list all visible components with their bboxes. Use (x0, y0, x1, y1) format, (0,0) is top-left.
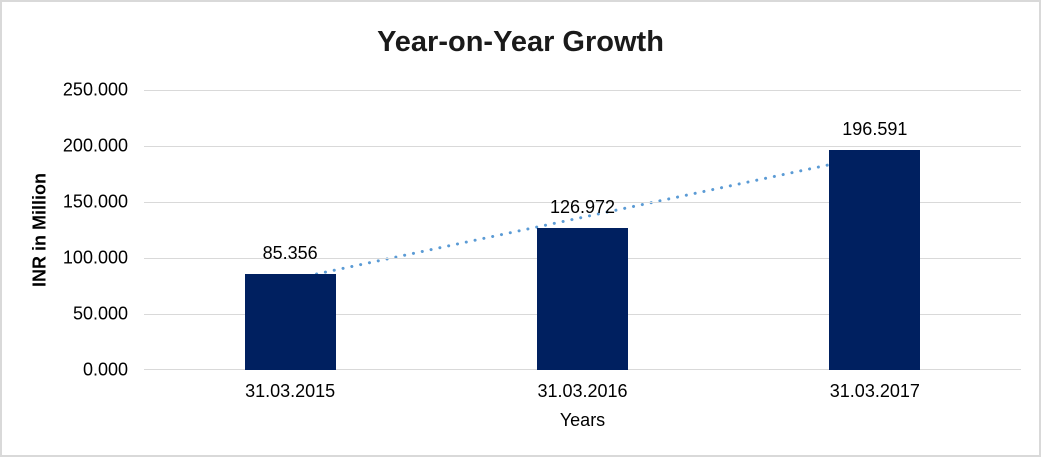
y-tick-label: 100.000 (62, 247, 128, 268)
x-category-label: 31.03.2016 (537, 381, 628, 401)
x-category-label: 31.03.2017 (829, 381, 920, 401)
y-axis-title: INR in Million (29, 173, 50, 287)
y-tick-label: 150.000 (62, 191, 128, 212)
chart-title: Year-on-Year Growth (377, 26, 664, 58)
y-axis-ticks: 250.000 200.000 150.000 100.000 50.000 0.000 (2, 80, 128, 380)
bar (537, 227, 628, 370)
gridline (144, 90, 1021, 91)
bar (829, 149, 921, 370)
bar-value-label: 196.591 (842, 118, 908, 139)
y-tick-label: 50.000 (72, 303, 128, 324)
plot-area: 85.356 126.972 196.591 (144, 90, 1021, 370)
y-tick-label: 200.000 (62, 135, 128, 156)
x-axis-title: Years (559, 410, 606, 430)
y-tick-label: 250.000 (62, 79, 128, 100)
gridline (144, 146, 1021, 147)
gridline (144, 202, 1021, 203)
bar-value-label: 85.356 (262, 243, 318, 264)
bar-value-label: 126.972 (549, 196, 616, 217)
x-category-label: 31.03.2015 (245, 381, 336, 401)
bar (244, 274, 336, 370)
y-tick-label: 0.000 (82, 359, 128, 380)
